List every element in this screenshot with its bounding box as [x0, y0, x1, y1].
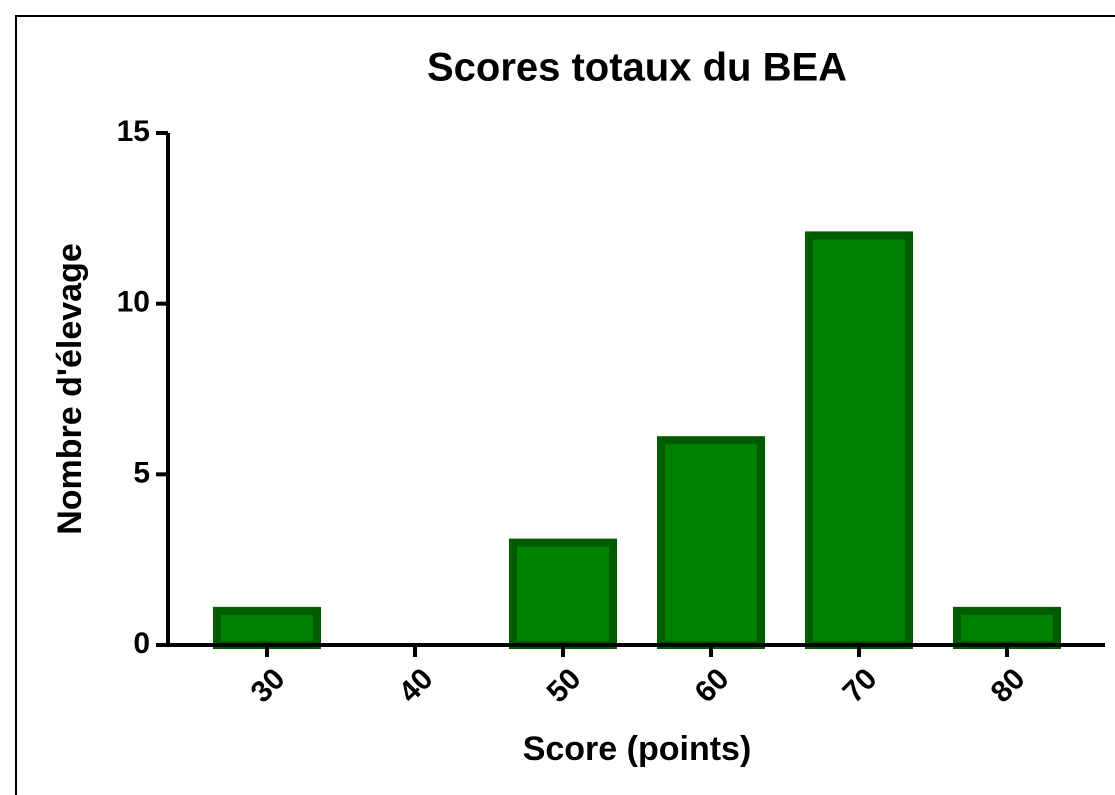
x-tick-label: 50 — [541, 662, 588, 709]
x-tick-label: 30 — [245, 662, 292, 709]
y-tick-label: 5 — [133, 456, 150, 489]
y-tick-label: 15 — [117, 115, 150, 148]
y-axis-label: Nombre d'élevage — [51, 243, 89, 535]
x-tick-label: 60 — [689, 662, 736, 709]
chart-title: Scores totaux du BEA — [427, 46, 847, 90]
x-tick-label: 40 — [393, 662, 440, 709]
bar — [805, 231, 913, 649]
bar — [953, 606, 1061, 649]
bar — [509, 538, 617, 649]
x-tick-label: 70 — [837, 662, 884, 709]
x-tick-label: 80 — [985, 662, 1032, 709]
bar — [213, 606, 321, 649]
x-axis-label: Score (points) — [523, 730, 752, 768]
frame — [15, 15, 1115, 795]
y-tick-label: 10 — [117, 286, 150, 319]
y-tick-label: 0 — [133, 627, 150, 660]
bar — [657, 436, 765, 650]
